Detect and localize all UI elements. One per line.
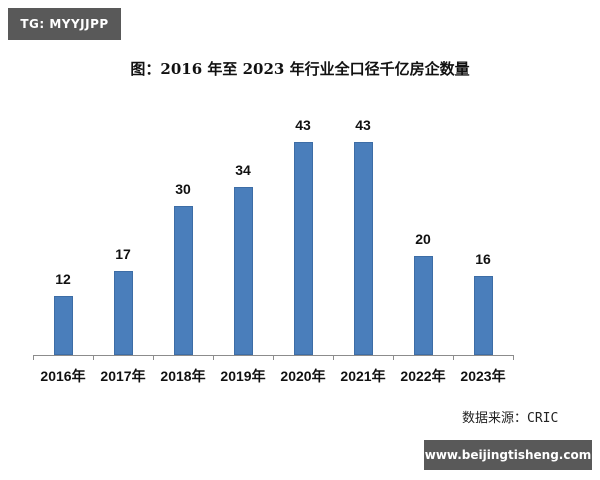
- x-axis-category-label: 2016年: [40, 368, 86, 384]
- bar-2016年: [53, 295, 73, 355]
- bar-2023年: [473, 275, 493, 355]
- bar-value-label: 30: [175, 181, 191, 198]
- bar-2021年: [353, 142, 373, 355]
- bar-value-label: 16: [475, 250, 491, 267]
- x-axis-tick: [513, 355, 514, 360]
- x-axis-tick: [33, 355, 34, 360]
- bar-value-label: 12: [55, 270, 71, 287]
- watermark-top-left: TG: MYYJJPP: [8, 8, 121, 40]
- bar-2018年: [173, 206, 193, 355]
- x-axis-category-label: 2018年: [160, 368, 206, 384]
- x-axis-category-label: 2017年: [100, 368, 146, 384]
- bar-value-label: 43: [355, 117, 371, 133]
- bar-value-label: 20: [415, 230, 431, 247]
- x-axis-tick: [273, 355, 274, 360]
- x-axis-tick: [393, 355, 394, 360]
- bar-2022年: [413, 255, 433, 355]
- x-axis-category-label: 2019年: [220, 368, 266, 384]
- x-axis-tick: [213, 355, 214, 360]
- x-axis-tick: [93, 355, 94, 360]
- x-axis-category-label: 2021年: [340, 368, 386, 384]
- bar-2019年: [233, 186, 253, 355]
- x-axis-category-label: 2020年: [280, 368, 326, 384]
- bar-2017年: [113, 270, 133, 355]
- x-axis-tick: [153, 355, 154, 360]
- bar-value-label: 43: [295, 117, 311, 133]
- bar-value-label: 34: [235, 161, 251, 178]
- x-axis-tick: [333, 355, 334, 360]
- x-axis-tick: [453, 355, 454, 360]
- source-note: 数据来源：CRIC: [462, 411, 559, 426]
- chart-title: 图：2016 年至 2023 年行业全口径千亿房企数量: [130, 60, 470, 78]
- bar-value-label: 17: [115, 245, 131, 262]
- x-axis-category-label: 2023年: [460, 368, 506, 384]
- bar-2020年: [293, 142, 313, 355]
- watermark-bottom-right: www.beijingtisheng.com: [424, 440, 592, 470]
- x-axis-category-label: 2022年: [400, 368, 446, 384]
